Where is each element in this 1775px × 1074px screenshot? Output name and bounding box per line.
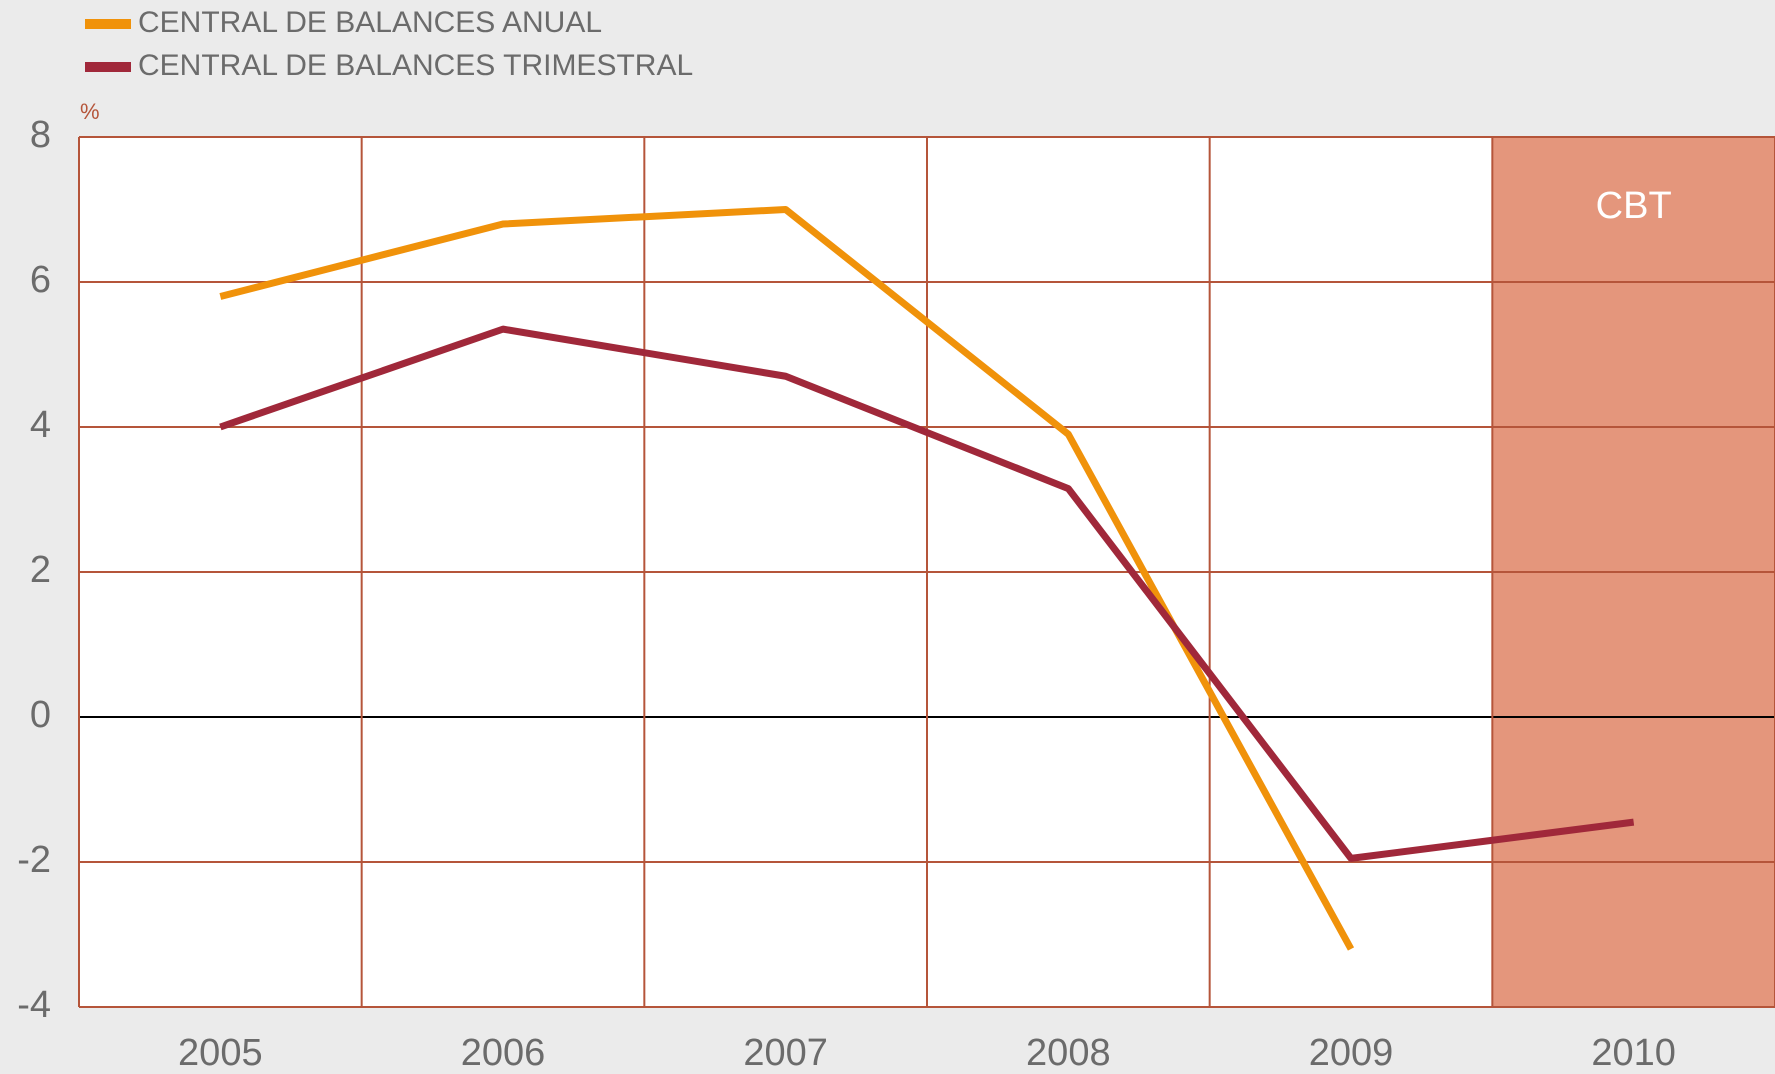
series-line (219, 325, 1635, 862)
y-tick-label: 8 (30, 114, 51, 156)
y-tick-label: 0 (30, 694, 51, 736)
shaded-label: CBT (1596, 185, 1672, 227)
y-tick-label: 4 (30, 404, 51, 446)
legend-swatch (85, 62, 131, 72)
legend-label: CENTRAL DE BALANCES ANUAL (138, 6, 602, 39)
legend-label: CENTRAL DE BALANCES TRIMESTRAL (138, 49, 693, 82)
series-line (219, 206, 1355, 951)
x-tick-label: 2005 (178, 1032, 263, 1074)
x-tick-label: 2009 (1309, 1032, 1394, 1074)
y-tick-label: -4 (17, 984, 51, 1026)
x-tick-label: 2006 (461, 1032, 546, 1074)
legend-swatch (85, 19, 131, 29)
y-tick-label: -2 (17, 839, 51, 881)
x-tick-label: 2008 (1026, 1032, 1111, 1074)
x-tick-label: 2007 (743, 1032, 828, 1074)
y-tick-label: 6 (30, 259, 51, 301)
x-tick-label: 2010 (1591, 1032, 1676, 1074)
y-unit: % (80, 99, 100, 124)
y-tick-label: 2 (30, 549, 51, 591)
